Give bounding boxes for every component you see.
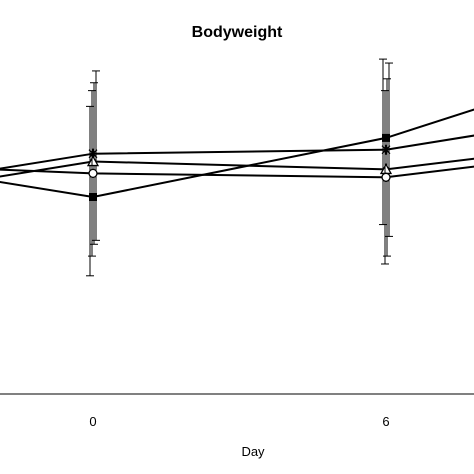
series-star: [0, 62, 474, 241]
data-point-star: [381, 144, 391, 155]
series-open-circle: [0, 90, 474, 265]
data-point-circle: [88, 168, 98, 179]
series-line: [0, 134, 474, 170]
series-filled-square: [0, 58, 474, 277]
x-tick-label: 0: [89, 414, 96, 429]
series-open-triangle: [0, 78, 474, 257]
data-point-square: [89, 193, 97, 201]
data-point-square: [382, 133, 390, 142]
data-point-triangle: [86, 155, 100, 167]
data-point-circle: [381, 172, 391, 182]
x-axis-label: Day: [241, 444, 265, 459]
chart-title: Bodyweight: [192, 24, 283, 41]
series-line: [0, 157, 474, 178]
x-tick-label: 6: [382, 414, 389, 429]
series-line: [0, 108, 474, 199]
series-layer: [0, 58, 474, 277]
series-line: [0, 165, 474, 179]
